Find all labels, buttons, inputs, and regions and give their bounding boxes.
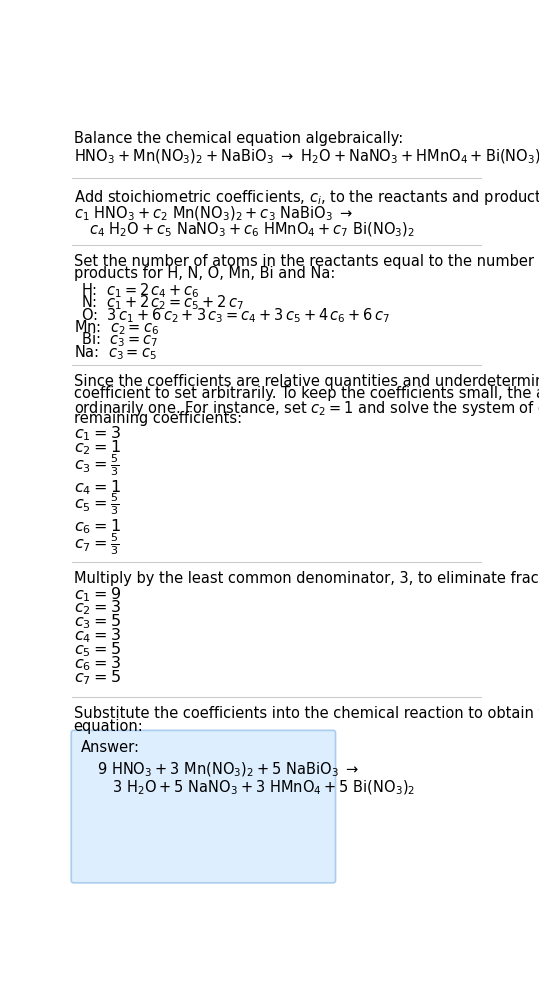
Text: O:  $3\,c_1 + 6\,c_2 + 3\,c_3 = c_4 + 3\,c_5 + 4\,c_6 + 6\,c_7$: O: $3\,c_1 + 6\,c_2 + 3\,c_3 = c_4 + 3\,… bbox=[81, 306, 391, 324]
Text: $c_7 = \frac{5}{3}$: $c_7 = \frac{5}{3}$ bbox=[74, 531, 119, 557]
Text: Mn:  $c_2 = c_6$: Mn: $c_2 = c_6$ bbox=[74, 318, 158, 337]
Text: remaining coefficients:: remaining coefficients: bbox=[74, 411, 241, 426]
Text: N:  $c_1 + 2\,c_2 = c_5 + 2\,c_7$: N: $c_1 + 2\,c_2 = c_5 + 2\,c_7$ bbox=[81, 293, 244, 312]
Text: coefficient to set arbitrarily. To keep the coefficients small, the arbitrary va: coefficient to set arbitrarily. To keep … bbox=[74, 386, 539, 401]
Text: $c_6 = 1$: $c_6 = 1$ bbox=[74, 517, 120, 536]
Text: $c_1 = 9$: $c_1 = 9$ bbox=[74, 585, 121, 604]
Text: $c_1\ \mathrm{HNO_3} + c_2\ \mathrm{Mn(NO_3)_2} + c_3\ \mathrm{NaBiO_3}\ \righta: $c_1\ \mathrm{HNO_3} + c_2\ \mathrm{Mn(N… bbox=[74, 205, 353, 223]
Text: $c_3 = 5$: $c_3 = 5$ bbox=[74, 613, 120, 632]
Text: Multiply by the least common denominator, 3, to eliminate fractional coefficient: Multiply by the least common denominator… bbox=[74, 571, 539, 586]
Text: $c_4 = 1$: $c_4 = 1$ bbox=[74, 478, 120, 497]
Text: $c_5 = 5$: $c_5 = 5$ bbox=[74, 641, 120, 659]
Text: Set the number of atoms in the reactants equal to the number of atoms in the: Set the number of atoms in the reactants… bbox=[74, 253, 539, 268]
Text: Answer:: Answer: bbox=[81, 741, 140, 755]
Text: Add stoichiometric coefficients, $c_i$, to the reactants and products:: Add stoichiometric coefficients, $c_i$, … bbox=[74, 188, 539, 207]
Text: $c_2 = 3$: $c_2 = 3$ bbox=[74, 599, 120, 618]
Text: Since the coefficients are relative quantities and underdetermined, choose a: Since the coefficients are relative quan… bbox=[74, 374, 539, 389]
Text: ordinarily one. For instance, set $c_2 = 1$ and solve the system of equations fo: ordinarily one. For instance, set $c_2 =… bbox=[74, 398, 539, 417]
Text: Substitute the coefficients into the chemical reaction to obtain the balanced: Substitute the coefficients into the che… bbox=[74, 707, 539, 722]
Text: $c_7 = 5$: $c_7 = 5$ bbox=[74, 668, 120, 687]
Text: equation:: equation: bbox=[74, 719, 143, 734]
Text: $c_2 = 1$: $c_2 = 1$ bbox=[74, 438, 120, 457]
Text: $9\ \mathrm{HNO_3} + 3\ \mathrm{Mn(NO_3)_2} + 5\ \mathrm{NaBiO_3}\ \rightarrow$: $9\ \mathrm{HNO_3} + 3\ \mathrm{Mn(NO_3)… bbox=[97, 760, 360, 778]
Text: $\mathrm{HNO_3 + Mn(NO_3)_2 + NaBiO_3\ \rightarrow\ H_2O + NaNO_3 + HMnO_4 + Bi(: $\mathrm{HNO_3 + Mn(NO_3)_2 + NaBiO_3\ \… bbox=[74, 148, 539, 166]
Text: Balance the chemical equation algebraically:: Balance the chemical equation algebraica… bbox=[74, 131, 403, 146]
Text: H:  $c_1 = 2\,c_4 + c_6$: H: $c_1 = 2\,c_4 + c_6$ bbox=[81, 281, 200, 300]
Text: $3\ \mathrm{H_2O} + 5\ \mathrm{NaNO_3} + 3\ \mathrm{HMnO_4} + 5\ \mathrm{Bi(NO_3: $3\ \mathrm{H_2O} + 5\ \mathrm{NaNO_3} +… bbox=[112, 778, 416, 797]
Text: $c_3 = \frac{5}{3}$: $c_3 = \frac{5}{3}$ bbox=[74, 452, 119, 478]
Text: $c_6 = 3$: $c_6 = 3$ bbox=[74, 654, 120, 673]
Text: products for H, N, O, Mn, Bi and Na:: products for H, N, O, Mn, Bi and Na: bbox=[74, 266, 335, 281]
Text: Bi:  $c_3 = c_7$: Bi: $c_3 = c_7$ bbox=[81, 330, 158, 349]
Text: $c_5 = \frac{5}{3}$: $c_5 = \frac{5}{3}$ bbox=[74, 492, 119, 517]
FancyBboxPatch shape bbox=[71, 731, 335, 883]
Text: Na:  $c_3 = c_5$: Na: $c_3 = c_5$ bbox=[74, 343, 156, 361]
Text: $c_4\ \mathrm{H_2O} + c_5\ \mathrm{NaNO_3} + c_6\ \mathrm{HMnO_4} + c_7\ \mathrm: $c_4\ \mathrm{H_2O} + c_5\ \mathrm{NaNO_… bbox=[89, 221, 415, 240]
Text: $c_1 = 3$: $c_1 = 3$ bbox=[74, 425, 120, 443]
Text: $c_4 = 3$: $c_4 = 3$ bbox=[74, 627, 120, 645]
